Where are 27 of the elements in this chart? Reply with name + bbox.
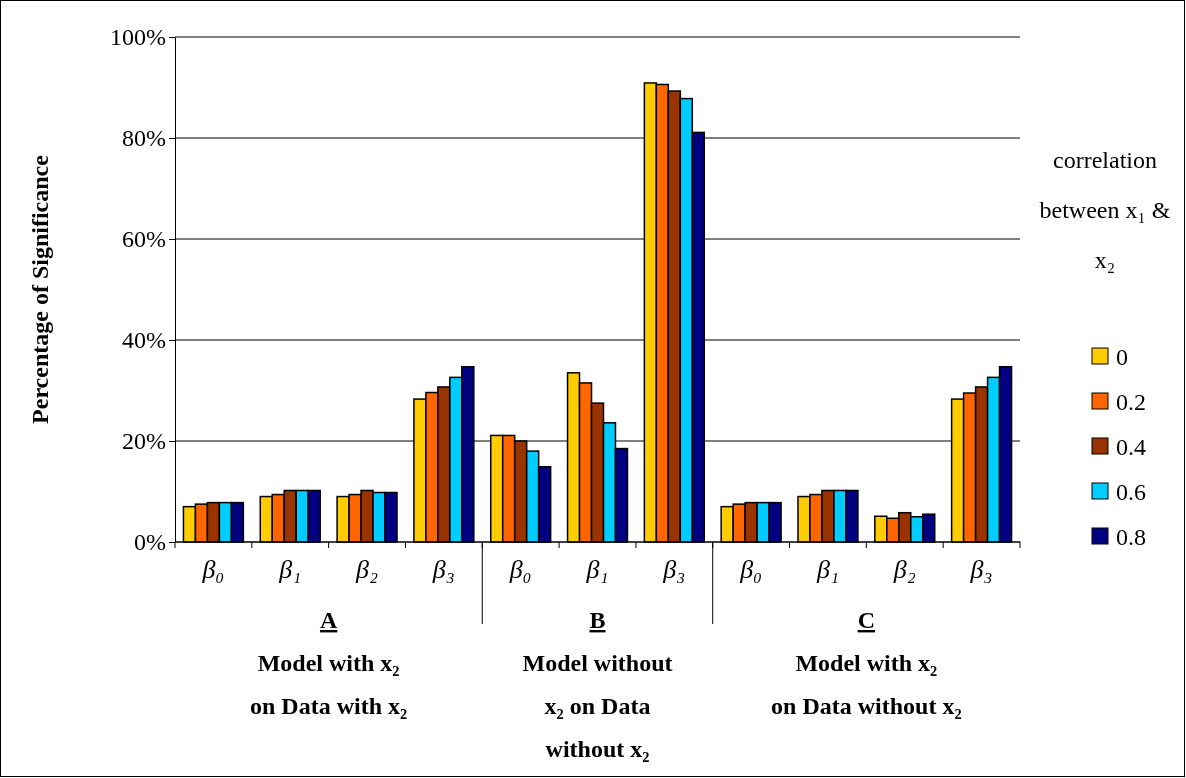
x-tick-label: β₃ [969,555,993,584]
x-tick-label: β₁ [278,555,302,584]
x-tick-label: β₃ [431,555,455,584]
text: C Model with x₂ on Data without x₂ [771,607,962,719]
y-tick-label: 80% [122,125,166,152]
x-tick-label: β₀ [508,555,532,584]
x-tick-label: β₁ [585,555,609,584]
y-tick-label: 100% [110,24,166,51]
y-tick-label: 40% [122,327,166,354]
x-tick-label: β₂ [892,555,916,584]
legend-label: 0 [1116,344,1128,370]
x-tick-label: β₂ [355,555,379,584]
legend-label: 0.6 [1116,479,1146,505]
x-tick-label: β₁ [815,555,839,584]
y-tick-label: 0% [134,529,166,556]
text: B Model without x₂ on Data without x₂ [522,607,673,762]
y-axis-title: Percentage of Significance [27,154,53,424]
legend-label: 0.8 [1116,524,1146,550]
x-tick-label: β₀ [201,555,225,584]
legend-label: 0.2 [1116,389,1146,415]
y-tick-label: 60% [122,226,166,253]
x-tick-label: β₃ [662,555,686,584]
text: A Model with x₂ on Data with x₂ [250,607,408,719]
x-tick-label: β₀ [739,555,763,584]
legend-title: correlation between x₁ & x₂ [1039,147,1171,273]
legend-label: 0.4 [1116,434,1146,460]
y-tick-label: 20% [122,428,166,455]
